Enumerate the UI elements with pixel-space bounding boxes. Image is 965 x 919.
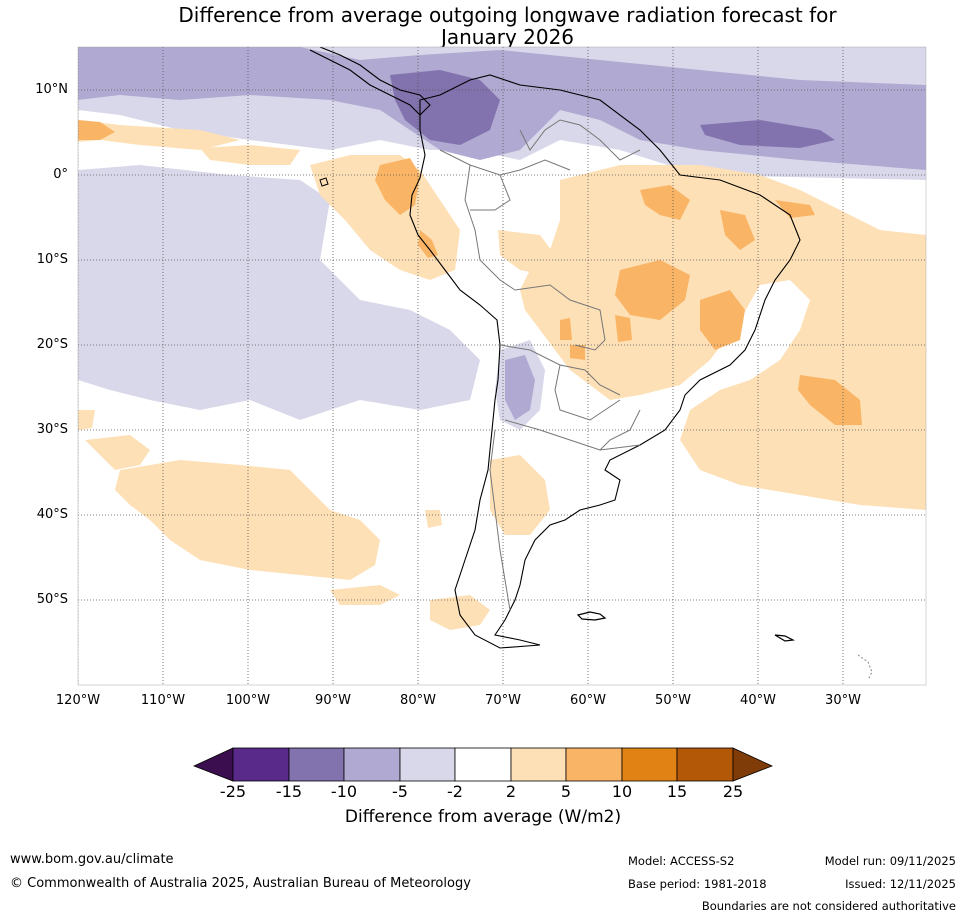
anomaly-medium-negative — [78, 47, 926, 420]
colorbar-segment — [621, 747, 678, 782]
colorbar-tick: -10 — [330, 782, 358, 801]
title-line-1: Difference from average outgoing longwav… — [178, 3, 837, 27]
title-line-2: January 2026 — [440, 25, 575, 49]
lon-label: 110°W — [140, 693, 186, 708]
anomaly-medium-positive — [78, 120, 862, 425]
issued-text: Issued: 12/11/2025 — [845, 877, 956, 891]
lon-label: 40°W — [740, 693, 776, 708]
country-borders — [439, 119, 641, 611]
disclaimer-text: Boundaries are not considered authoritat… — [701, 899, 956, 913]
lon-label: 90°W — [315, 693, 351, 708]
colorbar-label: Difference from average (W/m2) — [344, 807, 622, 827]
south-sandwich-islands — [857, 654, 873, 681]
anomaly-strong-negative — [390, 70, 835, 148]
colorbar-segment — [454, 747, 512, 782]
lat-label: 0° — [53, 167, 68, 182]
colorbar-tick: 2 — [505, 782, 517, 801]
lat-label: 10°S — [36, 252, 68, 267]
colorbar-segment — [232, 747, 290, 782]
colorbar-tick: -15 — [275, 782, 303, 801]
chart-title: Difference from average outgoing longwav… — [0, 4, 965, 48]
lon-label: 70°W — [485, 693, 521, 708]
colorbar-segment — [288, 747, 345, 782]
falkland-islands — [576, 611, 607, 621]
colorbar-segment-extend-high — [732, 747, 774, 782]
colorbar-segment — [565, 747, 623, 782]
lon-label: 50°W — [655, 693, 691, 708]
colorbar-tick: -25 — [219, 782, 247, 801]
colorbar — [192, 747, 774, 782]
colorbar-segment — [343, 747, 401, 782]
colorbar-segment — [399, 747, 456, 782]
lon-label: 80°W — [400, 693, 436, 708]
copyright-text: © Commonwealth of Australia 2025, Austra… — [10, 876, 471, 891]
model-run-text: Model run: 09/11/2025 — [824, 854, 956, 868]
colorbar-tick: -2 — [447, 782, 463, 801]
lat-label: 10°N — [35, 82, 68, 97]
colorbar-segment — [510, 747, 567, 782]
colorbar-tick: 25 — [722, 782, 744, 801]
map-area — [78, 47, 926, 685]
lat-label: 20°S — [36, 337, 68, 352]
central-america-coastline — [309, 47, 431, 116]
colorbar-segment — [676, 747, 734, 782]
lon-label: 120°W — [55, 693, 101, 708]
lat-label: 30°S — [36, 422, 68, 437]
lon-label: 30°W — [825, 693, 861, 708]
south-georgia — [774, 634, 796, 642]
website-link[interactable]: www.bom.gov.au/climate — [10, 852, 174, 867]
south-america-coastline — [409, 74, 801, 649]
map-frame — [77, 46, 927, 686]
colorbar-tick: -5 — [392, 782, 408, 801]
model-text: Model: ACCESS-S2 — [628, 854, 735, 868]
colorbar-tick: 5 — [560, 782, 572, 801]
colorbar-tick: 15 — [666, 782, 688, 801]
galapagos-islands — [319, 177, 329, 187]
lat-label: 40°S — [36, 507, 68, 522]
colorbar-tick: 10 — [611, 782, 633, 801]
lat-label: 50°S — [36, 592, 68, 607]
lon-label: 60°W — [570, 693, 606, 708]
colorbar-segment-extend-low — [192, 747, 234, 782]
base-period-text: Base period: 1981-2018 — [628, 877, 767, 891]
lon-label: 100°W — [225, 693, 271, 708]
